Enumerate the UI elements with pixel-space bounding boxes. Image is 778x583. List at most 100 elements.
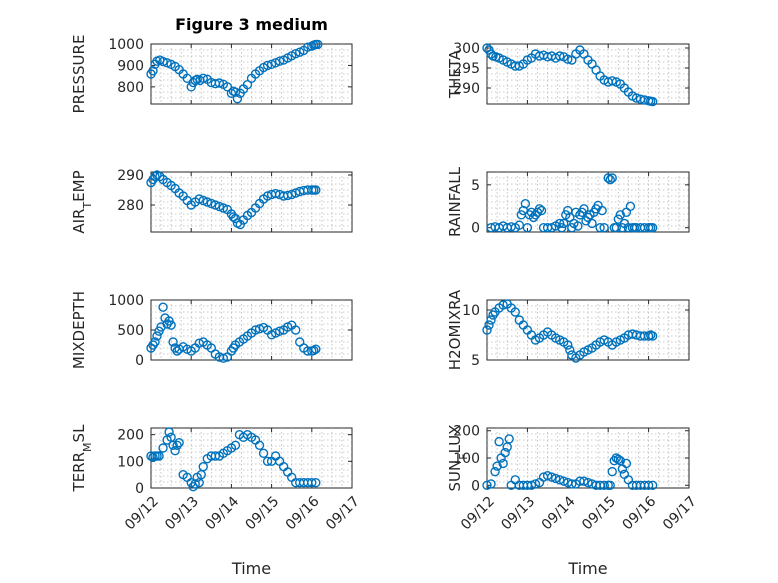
data-point (274, 326, 285, 336)
data-point (150, 337, 160, 347)
data-point (262, 60, 273, 71)
y-tick-label: 5 (471, 353, 480, 369)
data-point (526, 480, 537, 490)
data-point (536, 205, 547, 216)
data-point (504, 434, 514, 444)
y-tick-label: 0 (471, 478, 480, 494)
data-point (510, 307, 520, 317)
data-point (490, 466, 500, 477)
data-point (309, 345, 319, 356)
data-point (647, 223, 658, 233)
data-point (567, 223, 577, 233)
x-tick-label: 09/17 (323, 494, 363, 534)
data-point (613, 214, 623, 224)
data-point (158, 302, 168, 312)
data-point (542, 471, 553, 481)
subplot-terr-msl: 0 100 200 09/12 09/13 09/14 09/15 09/16 09/17 TER… (70, 424, 363, 578)
data-point (210, 200, 221, 210)
data-point (555, 218, 565, 229)
data-point (232, 93, 243, 104)
y-tick-label: 100 (453, 451, 480, 467)
x-axis-label: Time (567, 559, 607, 578)
data-point (484, 320, 494, 330)
y-axis-label: THETA (446, 49, 464, 99)
data-point (613, 454, 623, 465)
y-tick-label: 100 (117, 454, 144, 470)
data-point (158, 56, 168, 67)
data-point (230, 440, 241, 451)
data-point (607, 466, 617, 477)
data-point (274, 56, 285, 66)
x-tick-label: 09/17 (660, 494, 700, 534)
data-point (607, 76, 617, 86)
chart-title: Figure 3 medium (175, 15, 328, 34)
y-tick-label: 295 (453, 61, 480, 77)
data-point (611, 223, 621, 233)
data-point (647, 480, 658, 490)
x-tick-label: 09/13 (162, 494, 202, 534)
data-point (291, 48, 301, 59)
data-point (254, 440, 265, 451)
data-point (311, 477, 321, 488)
data-point (522, 223, 533, 233)
y-tick-label: 200 (117, 428, 144, 444)
y-tick-label: 300 (453, 41, 480, 57)
data-point (599, 480, 609, 490)
x-tick-label: 09/13 (498, 494, 538, 534)
data-point (190, 479, 200, 489)
y-axis-label: MIXDEPTH (70, 291, 88, 369)
data-point (579, 204, 589, 214)
y-tick-label: 900 (117, 58, 144, 74)
data-point (307, 477, 317, 488)
data-point (563, 340, 573, 350)
data-point (262, 456, 273, 467)
x-tick-label: 09/14 (539, 493, 579, 533)
data-point (587, 218, 597, 229)
data-point (170, 445, 180, 456)
data-point (214, 78, 225, 88)
x-tick-label: 09/12 (122, 494, 162, 534)
data-point (520, 199, 531, 209)
data-point (291, 325, 301, 335)
x-tick-label: 09/15 (579, 494, 619, 534)
data-point (206, 198, 217, 209)
subplot-sun-flux: 0 100 200 09/12 09/13 09/14 09/15 09/16 09/17 SUN… (446, 424, 700, 578)
y-tick-label: 0 (135, 353, 144, 369)
data-point (311, 344, 321, 354)
data-point (226, 88, 237, 98)
data-point (615, 210, 626, 220)
data-point (218, 203, 229, 213)
y-tick-label: 500 (117, 323, 144, 339)
data-point (559, 476, 569, 486)
data-point (514, 220, 525, 230)
y-tick-label: 280 (117, 198, 144, 214)
data-point (643, 480, 654, 490)
data-point (599, 223, 609, 233)
data-point (583, 477, 593, 488)
data-point (158, 443, 168, 453)
subplot-air-temp: 280 290 AIRTEMP (70, 168, 353, 234)
y-axis-label: H2OMIXRA (446, 289, 464, 370)
data-point (609, 456, 619, 466)
data-point (567, 479, 577, 489)
data-point (152, 331, 162, 341)
data-point (486, 479, 496, 489)
data-point (198, 195, 208, 206)
y-tick-label: 800 (117, 80, 144, 96)
y-tick-label: 10 (462, 303, 480, 319)
data-point (498, 458, 508, 469)
data-point (303, 42, 313, 52)
data-point (530, 479, 541, 489)
y-axis-label: RAINFALL (446, 166, 464, 237)
data-point (154, 451, 164, 461)
data-point (166, 320, 176, 330)
data-point (482, 480, 492, 490)
data-point (555, 51, 565, 61)
data-point (498, 300, 508, 310)
data-point (486, 49, 496, 59)
data-point (172, 440, 182, 451)
data-point (148, 452, 158, 463)
data-point (559, 218, 569, 229)
data-point (603, 173, 613, 183)
